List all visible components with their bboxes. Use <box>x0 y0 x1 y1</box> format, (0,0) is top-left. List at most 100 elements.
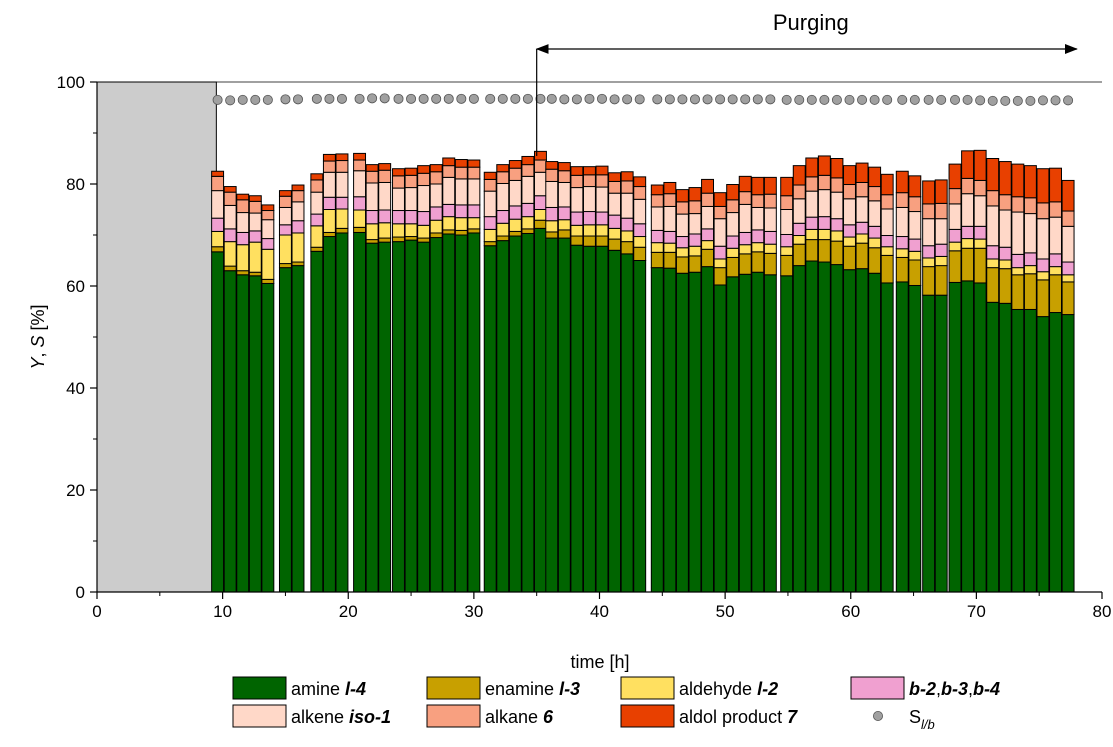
bar-segment-series-4-59 <box>986 205 1000 247</box>
bar-segment-series-1-11 <box>365 239 379 244</box>
bar-segment-series-3-7 <box>310 213 324 227</box>
selectivity-point-45 <box>806 94 817 105</box>
bar-segment-series-2-54 <box>922 257 936 268</box>
selectivity-point-12 <box>379 93 390 104</box>
y-axis-title-part-1: , <box>28 348 48 358</box>
bar-segment-series-5-1 <box>223 191 237 206</box>
legend-label-2: aldehyde l-2 <box>679 679 778 699</box>
x-tick-label-1: 10 <box>213 602 232 621</box>
bar-segment-series-3-61 <box>1011 253 1025 269</box>
legend-label-1-part-1: l-3 <box>559 679 580 699</box>
bar-segment-series-5-29 <box>595 174 609 188</box>
bar-segment-series-6-6 <box>291 184 305 192</box>
bar-segment-series-3-40 <box>738 231 752 246</box>
bar-segment-series-1-34 <box>663 251 677 269</box>
bar-segment-series-4-17 <box>442 176 456 205</box>
bar-segment-series-4-2 <box>236 212 250 233</box>
bar-segment-series-0-40 <box>738 273 752 593</box>
bar-segment-series-1-18 <box>454 229 468 236</box>
bar-segment-series-4-58 <box>973 195 987 227</box>
bar-segment-series-1-53 <box>908 259 922 286</box>
selectivity-point-24 <box>535 93 546 104</box>
bar-segment-series-0-49 <box>855 268 869 593</box>
bar-segment-series-2-6 <box>291 232 305 263</box>
selectivity-point-9 <box>336 93 347 104</box>
bar-segment-series-6-64 <box>1049 167 1062 203</box>
legend-label-5-part-0: alkane <box>485 707 543 727</box>
bar-segment-series-0-26 <box>557 237 571 593</box>
bar-segment-series-5-5 <box>278 195 292 208</box>
bar-segment-series-0-62 <box>1023 308 1037 593</box>
bar-segment-series-5-20 <box>483 178 497 192</box>
bar-segment-series-6-9 <box>335 153 349 162</box>
bar-segment-series-1-14 <box>404 236 418 241</box>
bar-segment-series-3-0 <box>211 217 225 232</box>
selectivity-point-47 <box>831 94 842 105</box>
bar-segment-series-6-12 <box>378 163 392 171</box>
bar-segment-series-2-40 <box>738 244 752 255</box>
selectivity-point-13 <box>393 93 404 104</box>
bar-segment-series-3-43 <box>780 233 794 248</box>
bar-segment-series-2-29 <box>595 224 609 237</box>
selectivity-point-44 <box>794 94 805 105</box>
bar-segment-series-4-41 <box>751 206 765 231</box>
bar-segment-series-1-32 <box>633 246 647 262</box>
x-tick-label-0: 0 <box>92 602 101 621</box>
bar-segment-series-5-43 <box>780 195 794 210</box>
selectivity-point-14 <box>406 93 417 104</box>
x-tick-label-5: 50 <box>716 602 735 621</box>
bar-segment-series-3-56 <box>948 228 962 243</box>
bar-segment-series-3-54 <box>922 245 936 259</box>
bar-segment-series-6-0 <box>211 170 225 177</box>
bar-segment-series-0-7 <box>310 250 324 593</box>
bar-segment-series-1-4 <box>261 278 275 284</box>
bar-segment-series-6-17 <box>442 157 456 167</box>
bar-segment-series-1-12 <box>378 237 392 243</box>
bar-segment-series-1-36 <box>688 255 702 273</box>
bar-segment-series-4-43 <box>780 209 794 235</box>
bar-segment-series-4-20 <box>483 190 497 218</box>
bar-segment-series-0-11 <box>365 242 379 593</box>
bar-segment-series-6-3 <box>248 195 262 202</box>
bar-segment-series-5-56 <box>948 188 962 205</box>
bar-segment-series-3-46 <box>817 216 831 230</box>
bar-segment-series-6-62 <box>1023 165 1037 199</box>
bar-segment-series-5-0 <box>211 175 225 192</box>
bar-segment-series-5-51 <box>880 194 894 210</box>
legend-label-2-part-1: l-2 <box>757 679 778 699</box>
legend-swatch-2 <box>620 676 675 700</box>
selectivity-point-33 <box>652 94 663 105</box>
legend-label-0-part-0: amine <box>291 679 345 699</box>
bar-segment-series-4-0 <box>211 190 225 219</box>
bar-segment-series-5-60 <box>998 194 1012 211</box>
selectivity-point-55 <box>936 94 947 105</box>
bar-segment-series-0-8 <box>322 236 336 593</box>
selectivity-point-56 <box>950 94 961 105</box>
bar-segment-series-0-48 <box>843 269 856 593</box>
bar-segment-series-6-65 <box>1061 179 1075 212</box>
bar-segment-series-4-26 <box>557 181 571 208</box>
bar-segment-series-5-57 <box>961 177 975 195</box>
bar-segment-series-1-42 <box>763 252 777 276</box>
bar-segment-series-4-15 <box>417 185 431 213</box>
bar-segment-series-1-9 <box>335 227 349 234</box>
selectivity-point-35 <box>677 94 688 105</box>
bar-segment-series-1-27 <box>570 235 584 246</box>
bar-segment-series-0-56 <box>948 281 962 593</box>
bar-segment-series-3-60 <box>998 246 1012 261</box>
bar-segment-series-3-12 <box>378 209 392 224</box>
legend-label-1-part-0: enamine <box>485 679 559 699</box>
bar-segment-series-0-31 <box>620 253 634 593</box>
legend-label-3-part-2: b-3 <box>941 679 968 699</box>
selectivity-point-7 <box>311 93 322 104</box>
bar-segment-series-5-36 <box>688 200 702 215</box>
bar-segment-series-4-37 <box>701 205 715 230</box>
bar-segment-series-1-21 <box>496 235 510 242</box>
bar-segment-series-2-7 <box>310 225 324 248</box>
bar-segment-series-5-22 <box>508 167 522 181</box>
bar-segment-series-1-25 <box>545 231 559 239</box>
bar-segment-series-5-58 <box>973 179 987 197</box>
bar-segment-series-6-20 <box>483 171 497 180</box>
bar-segment-series-3-13 <box>392 210 405 225</box>
